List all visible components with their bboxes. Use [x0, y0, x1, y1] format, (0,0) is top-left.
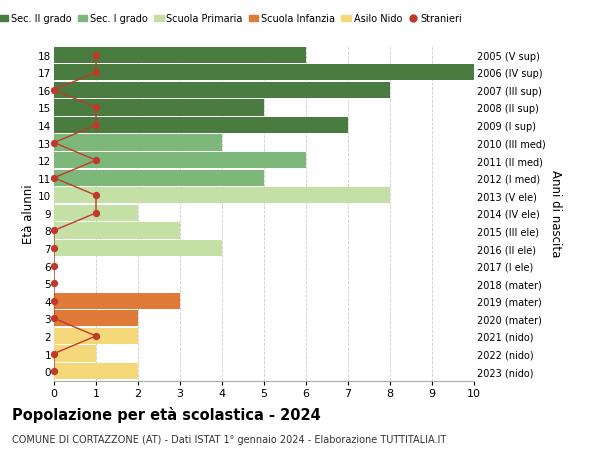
Bar — [54, 241, 222, 257]
Bar — [54, 223, 180, 239]
Legend: Sec. II grado, Sec. I grado, Scuola Primaria, Scuola Infanzia, Asilo Nido, Stran: Sec. II grado, Sec. I grado, Scuola Prim… — [0, 11, 466, 28]
Bar — [54, 135, 222, 151]
Point — [49, 245, 59, 252]
Point — [49, 175, 59, 182]
Point — [91, 52, 101, 59]
Bar — [54, 83, 390, 99]
Bar — [54, 188, 390, 204]
Bar — [54, 118, 348, 134]
Bar — [54, 205, 138, 222]
Point — [49, 368, 59, 375]
Bar — [54, 47, 306, 64]
Point — [49, 227, 59, 235]
Point — [49, 280, 59, 287]
Point — [91, 157, 101, 164]
Text: Popolazione per età scolastica - 2024: Popolazione per età scolastica - 2024 — [12, 406, 321, 422]
Point — [49, 87, 59, 94]
Point — [49, 350, 59, 358]
Point — [91, 210, 101, 217]
Y-axis label: Età alunni: Età alunni — [22, 184, 35, 243]
Bar — [54, 293, 180, 309]
Point — [91, 333, 101, 340]
Text: COMUNE DI CORTAZZONE (AT) - Dati ISTAT 1° gennaio 2024 - Elaborazione TUTTITALIA: COMUNE DI CORTAZZONE (AT) - Dati ISTAT 1… — [12, 434, 446, 444]
Point — [49, 263, 59, 270]
Bar — [54, 170, 264, 186]
Point — [49, 140, 59, 147]
Bar — [54, 311, 138, 327]
Point — [91, 69, 101, 77]
Point — [91, 105, 101, 112]
Y-axis label: Anni di nascita: Anni di nascita — [549, 170, 562, 257]
Point — [91, 192, 101, 200]
Point — [49, 297, 59, 305]
Bar — [54, 65, 474, 81]
Bar — [54, 311, 138, 327]
Bar — [54, 100, 264, 116]
Point — [91, 122, 101, 129]
Bar — [54, 328, 138, 344]
Bar — [54, 363, 138, 380]
Point — [49, 315, 59, 322]
Bar — [54, 153, 306, 169]
Bar — [54, 293, 180, 309]
Bar — [54, 346, 96, 362]
